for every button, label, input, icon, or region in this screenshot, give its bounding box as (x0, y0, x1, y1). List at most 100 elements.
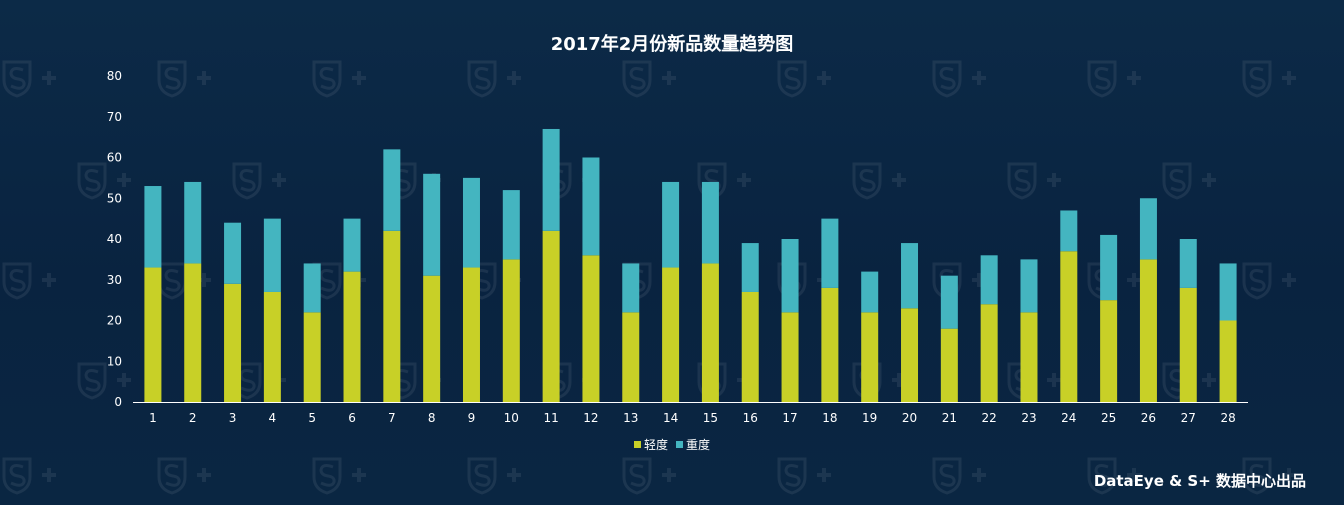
bar-segment-light[interactable] (224, 283, 242, 402)
bar-segment-light[interactable] (1179, 287, 1197, 402)
y-tick-label: 40 (107, 232, 122, 246)
bar-segment-heavy[interactable] (582, 157, 600, 256)
bar-segment-light[interactable] (462, 267, 480, 402)
bar-segment-light[interactable] (741, 291, 759, 402)
bar-segment-heavy[interactable] (861, 271, 879, 313)
x-tick-label: 20 (902, 411, 917, 425)
bar-segment-light[interactable] (1100, 300, 1118, 402)
y-tick-label: 60 (107, 151, 122, 165)
bar-segment-heavy[interactable] (303, 263, 321, 313)
bar-segment-heavy[interactable] (622, 263, 640, 313)
x-tick-label: 22 (982, 411, 997, 425)
bar-segment-heavy[interactable] (821, 218, 839, 288)
x-tick-label: 4 (269, 411, 277, 425)
bar-segment-light[interactable] (582, 255, 600, 402)
bar-segment-light[interactable] (861, 312, 879, 402)
bar-segment-light[interactable] (901, 308, 919, 402)
y-tick-label: 10 (107, 354, 122, 368)
x-tick-label: 10 (504, 411, 519, 425)
x-tick-label: 1 (149, 411, 157, 425)
bar-segment-heavy[interactable] (343, 218, 361, 272)
bar-segment-heavy[interactable] (1219, 263, 1237, 321)
bar-segment-heavy[interactable] (1020, 259, 1038, 313)
x-tick-label: 28 (1220, 411, 1235, 425)
bar-segment-light[interactable] (263, 291, 281, 402)
chart-legend: 轻度 重度 (0, 436, 1344, 453)
bar-segment-light[interactable] (423, 275, 441, 402)
x-tick-label: 25 (1101, 411, 1116, 425)
bar-segment-light[interactable] (1139, 259, 1157, 402)
bar-segment-heavy[interactable] (701, 181, 719, 264)
x-tick-label: 11 (543, 411, 558, 425)
legend-item-light[interactable]: 轻度 (633, 436, 668, 453)
bar-segment-light[interactable] (542, 230, 560, 402)
x-tick-label: 13 (623, 411, 638, 425)
legend-swatch-light (633, 441, 641, 448)
bar-segment-light[interactable] (383, 230, 401, 402)
bar-segment-light[interactable] (1219, 320, 1237, 403)
bar-segment-light[interactable] (1020, 312, 1038, 402)
bar-segment-light[interactable] (662, 267, 680, 402)
x-tick-label: 14 (663, 411, 678, 425)
bar-segment-light[interactable] (184, 263, 202, 402)
bar-segment-heavy[interactable] (1179, 239, 1197, 288)
bar-segment-heavy[interactable] (1100, 234, 1118, 301)
x-tick-label: 7 (388, 411, 396, 425)
bar-segment-heavy[interactable] (144, 186, 162, 268)
x-tick-label: 2 (189, 411, 197, 425)
bar-segment-light[interactable] (940, 328, 958, 402)
legend-label-heavy: 重度 (686, 438, 711, 452)
x-tick-label: 15 (703, 411, 718, 425)
bar-segment-heavy[interactable] (184, 181, 202, 264)
x-tick-label: 16 (743, 411, 758, 425)
bar-segment-light[interactable] (343, 271, 361, 402)
x-tick-label: 8 (428, 411, 436, 425)
bar-segment-heavy[interactable] (741, 243, 759, 292)
y-tick-label: 20 (107, 314, 122, 328)
x-tick-label: 17 (782, 411, 797, 425)
x-tick-label: 19 (862, 411, 877, 425)
bar-segment-heavy[interactable] (383, 149, 401, 231)
credit-text: DataEye & S+ 数据中心出品 (1093, 472, 1306, 490)
bar-segment-light[interactable] (701, 263, 719, 402)
x-tick-label: 5 (308, 411, 316, 425)
bar-segment-light[interactable] (781, 312, 799, 402)
bar-segment-light[interactable] (1060, 251, 1078, 402)
bar-segment-heavy[interactable] (662, 181, 680, 268)
legend-swatch-heavy (676, 441, 683, 448)
y-tick-label: 70 (107, 110, 122, 124)
bar-segment-heavy[interactable] (901, 243, 919, 309)
y-tick-label: 80 (107, 69, 122, 83)
x-tick-label: 27 (1181, 411, 1196, 425)
bar-segment-heavy[interactable] (542, 128, 560, 231)
bar-segment-heavy[interactable] (781, 239, 799, 313)
bar-segment-light[interactable] (144, 267, 162, 402)
x-tick-label: 24 (1061, 411, 1076, 425)
bar-segment-heavy[interactable] (1139, 198, 1157, 260)
bar-segment-light[interactable] (303, 312, 321, 402)
x-tick-label: 26 (1141, 411, 1156, 425)
bar-segment-light[interactable] (821, 287, 839, 402)
bar-segment-light[interactable] (980, 304, 998, 402)
bar-segment-heavy[interactable] (502, 190, 520, 260)
bar-segment-heavy[interactable] (1060, 210, 1078, 252)
bar-segment-heavy[interactable] (462, 177, 480, 268)
legend-label-light: 轻度 (643, 438, 668, 452)
bar-segment-heavy[interactable] (224, 222, 242, 284)
bar-segment-heavy[interactable] (980, 255, 998, 305)
x-tick-label: 9 (468, 411, 476, 425)
bar-segment-heavy[interactable] (423, 173, 441, 276)
bar-segment-heavy[interactable] (263, 218, 281, 292)
y-tick-label: 30 (107, 273, 122, 287)
x-tick-label: 12 (583, 411, 598, 425)
bar-segment-light[interactable] (622, 312, 640, 402)
bar-segment-light[interactable] (502, 259, 520, 402)
chart-title: 2017年2月份新品数量趋势图 (550, 34, 794, 55)
y-tick-label: 50 (107, 191, 122, 205)
x-tick-label: 6 (348, 411, 356, 425)
legend-item-heavy[interactable]: 重度 (676, 436, 710, 453)
x-tick-label: 18 (822, 411, 837, 425)
bar-segment-heavy[interactable] (940, 275, 958, 329)
